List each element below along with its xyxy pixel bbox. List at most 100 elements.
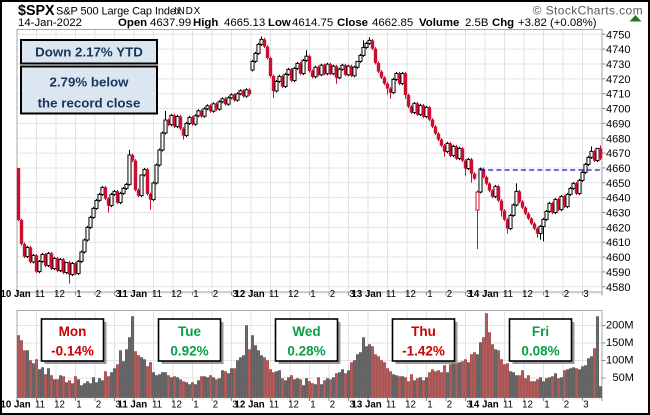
svg-text:Close: Close	[337, 17, 368, 29]
svg-text:4610: 4610	[606, 237, 630, 249]
svg-text:4700: 4700	[606, 104, 630, 116]
svg-text:4740: 4740	[606, 44, 630, 56]
svg-text:11: 11	[503, 400, 513, 411]
svg-text:10 Jan: 10 Jan	[1, 400, 31, 411]
svg-text:4730: 4730	[606, 59, 630, 71]
svg-text:$SPX: $SPX	[18, 3, 55, 19]
svg-text:12: 12	[288, 400, 299, 411]
svg-text:1: 1	[193, 400, 198, 411]
svg-text:200M: 200M	[606, 319, 634, 331]
svg-text:S&P 500 Large Cap Index: S&P 500 Large Cap Index	[56, 6, 182, 18]
svg-text:1: 1	[427, 289, 432, 300]
svg-text:2: 2	[447, 289, 452, 300]
svg-text:Wed: Wed	[292, 324, 320, 339]
svg-text:2: 2	[330, 400, 335, 411]
svg-text:11: 11	[503, 289, 513, 300]
svg-text:14-Jan-2022: 14-Jan-2022	[18, 17, 82, 29]
svg-text:11: 11	[269, 289, 279, 300]
svg-text:Volume: Volume	[419, 17, 459, 29]
svg-text:13 Jan: 13 Jan	[352, 400, 382, 411]
svg-text:Tue: Tue	[178, 324, 201, 339]
svg-text:50M: 50M	[613, 372, 634, 384]
svg-text:4660: 4660	[606, 163, 630, 175]
svg-text:12: 12	[522, 289, 533, 300]
svg-text:Chg: Chg	[492, 17, 514, 29]
svg-text:100M: 100M	[606, 354, 634, 366]
svg-text:2: 2	[213, 400, 218, 411]
svg-text:Fri: Fri	[532, 324, 549, 339]
svg-text:1: 1	[76, 400, 81, 411]
svg-text:1: 1	[193, 289, 198, 300]
svg-text:14 Jan: 14 Jan	[469, 289, 499, 300]
svg-text:-0.14%: -0.14%	[51, 344, 94, 359]
svg-text:1: 1	[310, 289, 315, 300]
svg-text:11: 11	[152, 400, 162, 411]
svg-text:4614.75: 4614.75	[292, 17, 333, 29]
svg-text:150M: 150M	[606, 337, 634, 349]
svg-text:11: 11	[35, 289, 45, 300]
svg-text:2: 2	[213, 289, 218, 300]
svg-text:13 Jan: 13 Jan	[352, 289, 382, 300]
svg-text:0.08%: 0.08%	[521, 344, 559, 359]
svg-text:1: 1	[76, 289, 81, 300]
svg-text:Down 2.17% YTD: Down 2.17% YTD	[35, 45, 143, 60]
svg-text:12 Jan: 12 Jan	[235, 400, 265, 411]
svg-text:4637.99: 4637.99	[150, 17, 191, 29]
svg-text:12: 12	[405, 289, 416, 300]
svg-text:4650: 4650	[606, 178, 630, 190]
svg-text:0.28%: 0.28%	[287, 344, 325, 359]
svg-text:3: 3	[583, 289, 588, 300]
svg-text:4665.13: 4665.13	[224, 17, 265, 29]
svg-text:1: 1	[310, 400, 315, 411]
svg-text:12: 12	[288, 289, 299, 300]
svg-text:11: 11	[269, 400, 279, 411]
svg-text:2: 2	[96, 400, 101, 411]
svg-text:4620: 4620	[606, 222, 630, 234]
svg-text:1: 1	[427, 400, 432, 411]
svg-text:12: 12	[171, 400, 182, 411]
svg-text:3: 3	[232, 289, 237, 300]
svg-text:2: 2	[447, 400, 452, 411]
svg-text:11: 11	[35, 400, 45, 411]
svg-text:-1.42%: -1.42%	[402, 344, 445, 359]
svg-text:4710: 4710	[606, 89, 630, 101]
svg-text:High: High	[193, 17, 218, 29]
svg-text:0.92%: 0.92%	[170, 344, 208, 359]
svg-text:2: 2	[564, 400, 569, 411]
svg-text:3: 3	[349, 289, 354, 300]
svg-text:3: 3	[232, 400, 237, 411]
svg-text:Low: Low	[268, 17, 291, 29]
svg-text:14 Jan: 14 Jan	[469, 400, 499, 411]
svg-text:Open: Open	[118, 17, 147, 29]
svg-text:4670: 4670	[606, 148, 630, 160]
svg-text:© StockCharts.com: © StockCharts.com	[533, 4, 643, 18]
svg-text:11: 11	[152, 289, 162, 300]
svg-text:1: 1	[544, 289, 549, 300]
svg-text:4690: 4690	[606, 118, 630, 130]
svg-text:3: 3	[115, 400, 120, 411]
svg-text:4662.85: 4662.85	[372, 17, 413, 29]
svg-text:Thu: Thu	[411, 324, 436, 339]
svg-text:1: 1	[544, 400, 549, 411]
svg-text:2: 2	[330, 289, 335, 300]
svg-text:Mon: Mon	[59, 324, 87, 339]
svg-text:+3.82 (+0.08%): +3.82 (+0.08%)	[518, 17, 597, 29]
svg-text:10 Jan: 10 Jan	[1, 289, 31, 300]
svg-text:12: 12	[171, 289, 182, 300]
svg-text:the record close: the record close	[38, 96, 141, 111]
svg-text:3: 3	[115, 289, 120, 300]
svg-text:4600: 4600	[606, 252, 630, 264]
svg-text:4580: 4580	[606, 282, 630, 294]
svg-text:3: 3	[583, 400, 588, 411]
svg-text:11 Jan: 11 Jan	[118, 400, 148, 411]
svg-text:12: 12	[54, 289, 65, 300]
svg-text:4720: 4720	[606, 74, 630, 86]
svg-text:12: 12	[405, 400, 416, 411]
svg-text:12 Jan: 12 Jan	[235, 289, 265, 300]
svg-text:12: 12	[54, 400, 65, 411]
svg-text:2: 2	[96, 289, 101, 300]
svg-text:4680: 4680	[606, 133, 630, 145]
svg-text:INDX: INDX	[174, 6, 201, 17]
svg-text:11: 11	[386, 400, 396, 411]
svg-text:11: 11	[386, 289, 396, 300]
